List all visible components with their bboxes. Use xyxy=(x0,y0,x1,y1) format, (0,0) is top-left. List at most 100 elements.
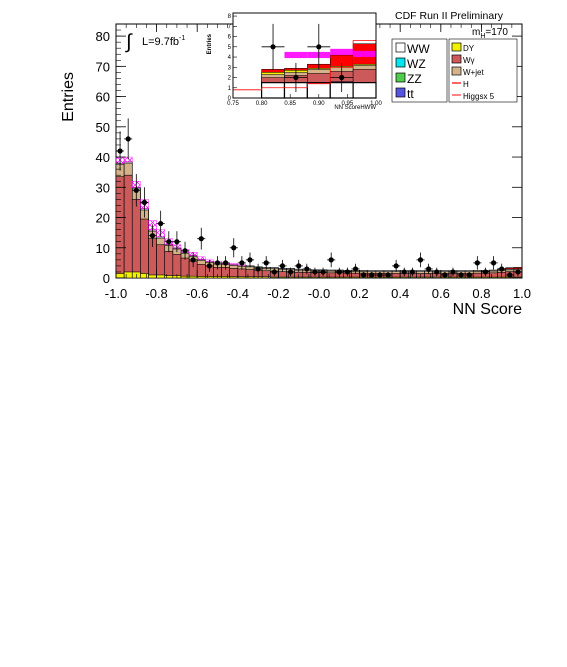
legend-swatch-w+jet xyxy=(451,66,462,76)
x-tick-label: -1.0 xyxy=(105,286,127,301)
inset-y-tick-label: 6 xyxy=(228,35,232,41)
legend-swatch-w xyxy=(451,54,462,64)
data-point xyxy=(158,220,164,227)
stack-bar-dy xyxy=(351,276,360,279)
stack-bar-dy xyxy=(245,276,255,279)
inset-y-tick-label: 2 xyxy=(228,76,232,82)
inset-x-tick-label: 0.90 xyxy=(313,101,325,107)
x-tick-label: -0.0 xyxy=(308,286,330,301)
data-point xyxy=(515,269,521,275)
stack-bar-dy xyxy=(310,276,320,279)
data-point xyxy=(507,272,513,278)
x-tick-label: 1.0 xyxy=(513,286,531,301)
data-point xyxy=(287,269,294,275)
data-point xyxy=(239,260,245,266)
experiment-label: CDF Run II Preliminary xyxy=(395,10,504,22)
y-tick-label: 10 xyxy=(96,241,110,256)
luminosity-label: L=9.7fb-1 xyxy=(142,35,185,48)
stack-bar-dy xyxy=(489,276,498,279)
legend-label-w: Wγ xyxy=(463,56,475,65)
x-tick-label: 0.4 xyxy=(391,286,409,301)
legend-swatch-tt xyxy=(395,87,406,98)
legend-label-higgsx: Higgsx 5 xyxy=(463,92,495,101)
inset-x-tick-label: 0.75 xyxy=(227,101,239,107)
y-tick-label: 70 xyxy=(96,59,110,74)
stack-bar-dy xyxy=(481,276,490,279)
data-point xyxy=(499,266,505,272)
stack-bar-w xyxy=(140,218,149,279)
y-tick-label: 0 xyxy=(103,271,110,286)
stack-bar-w xyxy=(164,251,174,279)
stack-bar-dy xyxy=(164,275,174,279)
y-tick-label: 20 xyxy=(96,211,110,226)
data-point xyxy=(247,257,253,263)
mass-label: mH=170 xyxy=(472,27,508,40)
x-axis-label: NN Score xyxy=(453,301,522,318)
inset-data-point xyxy=(316,44,322,50)
stack-bar-dy xyxy=(156,274,166,279)
y-tick-label: 60 xyxy=(96,90,110,105)
x-tick-label: -0.6 xyxy=(186,286,208,301)
data-point xyxy=(482,269,489,275)
inset-x-tick-label: 0.95 xyxy=(342,101,354,107)
data-point xyxy=(361,272,367,278)
data-point xyxy=(214,260,221,266)
stack-bar-dy xyxy=(391,276,401,279)
inset-signal-band xyxy=(330,48,354,55)
stack-bar-dy xyxy=(148,274,157,279)
data-point xyxy=(328,257,334,263)
data-points xyxy=(116,118,522,278)
x-tick-label: -0.8 xyxy=(145,286,167,301)
data-point xyxy=(166,239,172,245)
inset-frame xyxy=(232,12,377,99)
inset-x-tick-label: 1.00 xyxy=(370,101,382,107)
x-tick-label: 0.6 xyxy=(432,286,450,301)
stack-bar-dy xyxy=(221,276,230,279)
data-point xyxy=(385,272,391,278)
data-point xyxy=(223,260,229,266)
inset-signal-band xyxy=(284,51,308,59)
main-axis-ticks: -1.0 -0.8 -0.6 -0.4 -0.2 -0.0 0.2 0.4 0.6 0.8 1.00… xyxy=(96,23,531,301)
inset-y-tick-label: 7 xyxy=(228,24,232,30)
stack-bar-dy xyxy=(408,276,417,279)
stack-bar-w xyxy=(131,199,141,279)
data-point xyxy=(312,269,318,275)
inset-x-label: NN ScoreHWW xyxy=(334,105,376,111)
stack-bar-dy xyxy=(261,276,271,279)
data-point xyxy=(369,272,375,278)
x-tick-label: -0.4 xyxy=(227,286,249,301)
data-point xyxy=(149,233,156,239)
stack-bar-dy xyxy=(188,275,198,279)
data-point xyxy=(409,269,415,275)
stack-bar-dy xyxy=(237,276,247,279)
stack-bar-dy xyxy=(140,273,149,279)
data-point xyxy=(206,263,212,269)
legend-label-tt: tt xyxy=(407,87,414,101)
stack-bar-w xyxy=(156,244,166,279)
data-point xyxy=(304,266,310,272)
stack-bar-dy xyxy=(205,276,214,279)
data-point xyxy=(401,269,407,275)
legend-label-ww: WW xyxy=(407,42,430,56)
data-point xyxy=(125,136,131,142)
inset-x-tick-label: 0.85 xyxy=(284,101,296,107)
legend-label-wz: WZ xyxy=(407,57,426,71)
y-tick-label: 40 xyxy=(96,150,110,165)
stack-bar-dy xyxy=(302,276,312,279)
data-point xyxy=(434,269,440,275)
data-point xyxy=(263,260,269,266)
legend-label-dy: DY xyxy=(463,44,475,53)
data-point xyxy=(279,263,286,269)
stack-bar-dy xyxy=(326,276,336,279)
data-point xyxy=(296,263,302,269)
inset-y-tick-label: 3 xyxy=(228,65,232,71)
y-tick-label: 30 xyxy=(96,180,110,195)
inset-y-tick-label: 0 xyxy=(228,96,232,102)
inset-plot: 0.75 0.80 0.85 0.90 0.95 1.00 0 1 2 3 4 5 6 7 8 xyxy=(227,12,382,107)
legend-swatch-wz xyxy=(395,57,406,68)
data-point xyxy=(352,266,359,272)
inset-data-point xyxy=(293,74,299,81)
stack-bar-dy xyxy=(448,276,458,279)
stack-bar-dy xyxy=(180,275,190,279)
